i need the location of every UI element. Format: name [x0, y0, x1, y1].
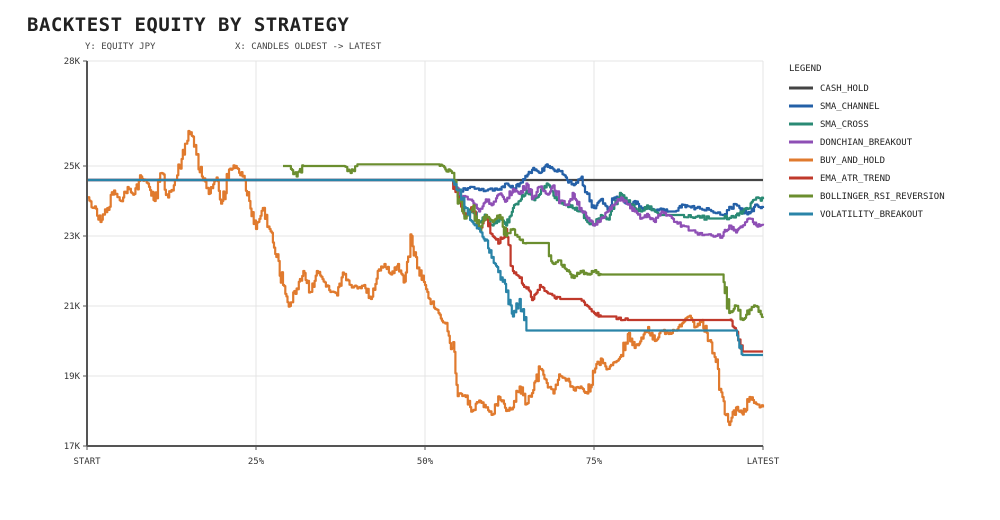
legend: LEGEND CASH_HOLD SMA_CHANNEL SMA_CROSS DONCH… — [789, 64, 945, 220]
series-line-buy-and-hold — [87, 129, 765, 427]
legend-entry: BOLLINGER_RSI_REVERSION — [820, 192, 945, 202]
legend-entry: SMA_CROSS — [820, 120, 869, 130]
legend-entry: BUY_AND_HOLD — [820, 156, 885, 166]
x-ticks: START 25% 50% 75% LATEST — [73, 446, 780, 467]
y-tick-label: 23K — [64, 232, 81, 242]
legend-entry: SMA_CHANNEL — [820, 102, 880, 112]
y-ticks: 17K 19K 21K 23K 25K 28K — [64, 57, 87, 452]
x-tick-label: 25% — [248, 457, 265, 467]
legend-entry: CASH_HOLD — [820, 84, 869, 94]
x-tick-label: LATEST — [747, 457, 780, 467]
y-axis-label: Y: EQUITY JPY — [85, 42, 156, 52]
legend-entry: VOLATILITY_BREAKOUT — [820, 210, 924, 220]
legend-entry: DONCHIAN_BREAKOUT — [820, 138, 913, 148]
x-axis-label: X: CANDLES OLDEST -> LATEST — [235, 42, 382, 52]
legend-entry: EMA_ATR_TREND — [820, 174, 890, 184]
series-line-volatility-breakout — [87, 178, 763, 357]
series-line-bollinger-rsi-reversion — [283, 163, 765, 322]
y-tick-label: 25K — [64, 162, 81, 172]
y-tick-label: 19K — [64, 372, 81, 382]
series-line-donchian-breakout — [87, 178, 765, 239]
axes — [86, 61, 763, 447]
legend-title: LEGEND — [789, 64, 822, 74]
x-tick-label: 50% — [417, 457, 434, 467]
x-tick-label: START — [73, 457, 101, 467]
x-tick-label: 75% — [586, 457, 603, 467]
y-tick-label: 28K — [64, 57, 81, 67]
series-lines — [87, 129, 765, 427]
grid — [86, 60, 764, 447]
y-tick-label: 21K — [64, 302, 81, 312]
chart-title: BACKTEST EQUITY BY STRATEGY — [27, 14, 350, 36]
y-tick-label: 17K — [64, 442, 81, 452]
